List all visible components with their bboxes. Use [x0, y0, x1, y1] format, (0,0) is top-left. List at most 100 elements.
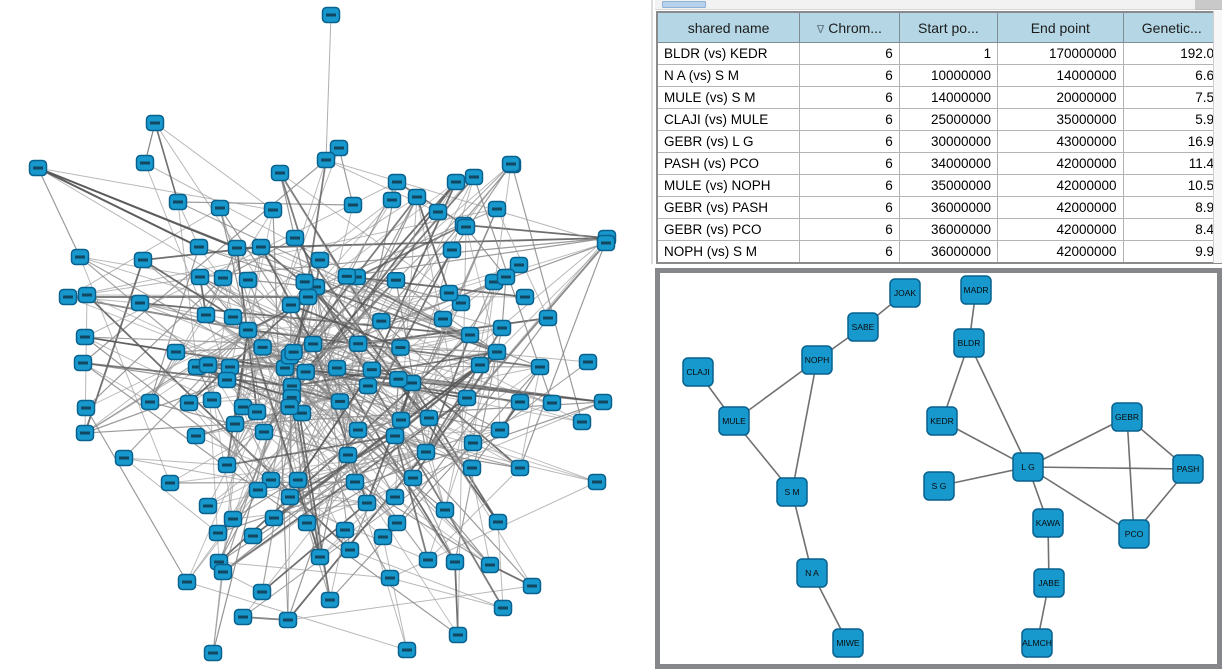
network-edge[interactable] [968, 342, 1029, 468]
node-shape[interactable] [832, 628, 864, 658]
network-node[interactable] [542, 394, 562, 412]
network-node[interactable] [227, 239, 247, 257]
network-edge[interactable] [394, 435, 429, 561]
table-cell[interactable]: 10.5 [1122, 174, 1222, 197]
network-edge[interactable] [37, 167, 224, 279]
network-edge[interactable] [247, 279, 286, 369]
table-cell[interactable]: 42000000 [997, 196, 1124, 219]
network-node[interactable] [419, 409, 439, 427]
column-header-4[interactable]: Genetic... [1122, 11, 1222, 43]
sort-filter-icon[interactable]: ∇ [816, 23, 825, 36]
network-node[interactable] [198, 497, 218, 515]
network-edge[interactable] [394, 429, 501, 437]
network-edge[interactable] [226, 286, 317, 466]
network-edge[interactable] [1027, 466, 1135, 535]
column-header-2[interactable]: Start po... [898, 11, 999, 43]
network-edge[interactable] [149, 277, 224, 403]
network-edge[interactable] [260, 246, 314, 345]
network-edge[interactable] [284, 276, 507, 369]
network-node[interactable]: L G [1012, 452, 1044, 482]
network-node[interactable] [416, 443, 436, 461]
network-node[interactable] [70, 248, 90, 266]
network-edge[interactable] [85, 407, 188, 583]
network-edge[interactable] [242, 361, 589, 618]
network-edge[interactable] [496, 351, 501, 431]
network-edge[interactable] [85, 277, 224, 409]
table-row[interactable]: PASH (vs) PCO 6 34000000 42000000 11.4 [656, 152, 1222, 175]
table-cell[interactable]: 11.4 [1122, 152, 1222, 175]
network-edge[interactable] [329, 529, 346, 601]
network-node[interactable] [253, 339, 272, 356]
network-node[interactable] [487, 343, 507, 361]
table-cell[interactable]: 6 [799, 174, 900, 197]
network-node[interactable] [114, 449, 134, 467]
network-node[interactable] [373, 528, 393, 546]
network-edge[interactable] [444, 509, 491, 566]
network-node[interactable] [196, 306, 216, 324]
network-node[interactable] [243, 527, 263, 545]
network-node[interactable] [203, 644, 223, 662]
node-shape[interactable] [960, 275, 992, 305]
network-node[interactable] [75, 328, 95, 346]
network-edge[interactable] [336, 347, 401, 369]
network-edge[interactable] [84, 329, 249, 434]
table-cell[interactable]: 5.9 [1122, 108, 1222, 131]
network-node[interactable] [208, 524, 228, 542]
network-node[interactable] [223, 510, 243, 528]
network-node[interactable] [385, 488, 405, 506]
table-row[interactable]: N A (vs) S M 6 10000000 14000000 6.6 [656, 64, 1222, 87]
network-node[interactable] [372, 312, 391, 330]
network-node[interactable] [386, 271, 406, 289]
network-edge[interactable] [315, 286, 399, 380]
network-node[interactable]: S G [923, 471, 955, 501]
table-cell[interactable]: CLAJI (vs) MULE [656, 108, 801, 131]
network-edge[interactable] [37, 167, 81, 258]
network-node[interactable] [58, 288, 78, 306]
network-node[interactable] [338, 446, 358, 464]
network-edge[interactable] [454, 561, 459, 636]
network-edge[interactable] [195, 435, 299, 481]
network-node[interactable] [343, 196, 363, 214]
network-node[interactable] [210, 199, 230, 217]
network-node[interactable] [77, 286, 97, 304]
network-node[interactable]: CLAJI [682, 357, 714, 387]
subnetwork-view[interactable]: JOAK MADR SABE BLDR NOPH CLAJI MULE KEDR GEBR L G… [655, 268, 1222, 669]
column-header-0[interactable]: shared name [656, 11, 801, 43]
table-cell[interactable]: 43000000 [997, 130, 1124, 153]
network-node[interactable] [186, 427, 206, 445]
network-node[interactable]: S M [776, 477, 808, 507]
table-cell[interactable]: MULE (vs) NOPH [656, 174, 801, 197]
network-edge[interactable] [289, 496, 368, 504]
network-node[interactable] [345, 473, 365, 491]
node-shape[interactable] [1111, 402, 1143, 432]
network-node[interactable] [510, 459, 530, 477]
network-node[interactable] [285, 229, 305, 247]
network-node[interactable] [281, 296, 301, 314]
network-edge[interactable] [37, 167, 238, 249]
network-node[interactable] [446, 173, 466, 191]
network-node[interactable] [296, 363, 315, 381]
network-node[interactable] [135, 154, 155, 172]
network-node[interactable] [357, 494, 377, 512]
table-cell[interactable]: 6 [799, 196, 900, 219]
network-node[interactable] [457, 389, 477, 407]
network-edge[interactable] [186, 343, 359, 583]
network-node[interactable] [448, 626, 468, 644]
network-edge[interactable] [394, 435, 521, 469]
network-edge[interactable] [212, 571, 224, 654]
network-node[interactable] [217, 456, 237, 474]
network-node[interactable] [418, 551, 438, 569]
node-shape[interactable] [801, 345, 833, 375]
network-node[interactable] [480, 556, 500, 574]
table-cell[interactable]: NOPH (vs) S M [656, 240, 801, 264]
table-cell[interactable]: 36000000 [898, 218, 999, 241]
table-cell[interactable]: 6 [799, 86, 900, 109]
network-node[interactable] [330, 393, 350, 410]
table-cell[interactable]: 7.5 [1122, 86, 1222, 109]
network-edge[interactable] [291, 276, 507, 387]
network-node[interactable] [470, 356, 490, 374]
network-node[interactable] [337, 268, 357, 285]
network-node[interactable] [73, 354, 93, 372]
network-node[interactable] [252, 583, 272, 601]
network-node[interactable] [538, 309, 558, 327]
